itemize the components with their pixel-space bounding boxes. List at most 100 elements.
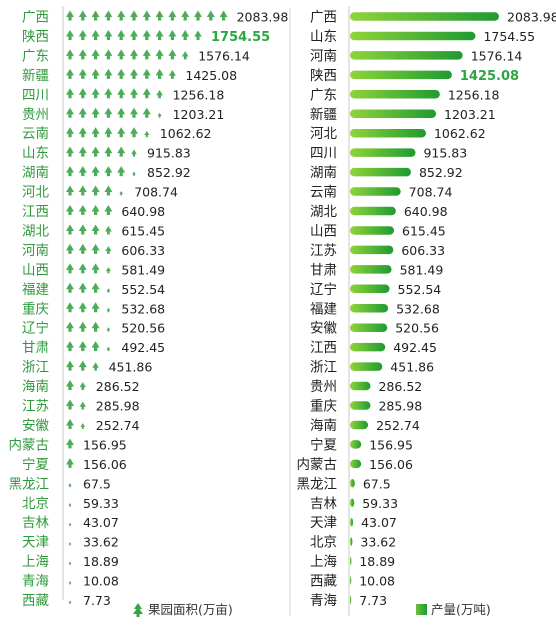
tree-icon [79, 283, 87, 293]
right-value-label: 7.73 [359, 593, 387, 608]
right-category-label: 西藏 [310, 574, 337, 590]
left-category-label: 辽宁 [22, 320, 49, 337]
tree-icon [181, 11, 189, 21]
production-bar [350, 440, 361, 449]
tree-icon [66, 166, 74, 176]
tree-icon [107, 327, 111, 332]
right-value-label: 852.92 [419, 165, 463, 180]
left-legend: 果园面积(万亩) [133, 602, 233, 617]
tree-icon [66, 205, 74, 215]
tree-icon [66, 361, 74, 371]
right-value-label: 532.68 [396, 301, 440, 316]
right-category-label: 宁夏 [310, 436, 337, 453]
tree-icon [69, 503, 72, 507]
tree-icon [79, 69, 87, 79]
tree-icon [92, 263, 100, 273]
tree-icon [79, 11, 87, 21]
right-category-label: 山东 [310, 29, 337, 45]
right-value-label: 1576.14 [471, 48, 523, 63]
left-category-label: 福建 [22, 282, 49, 298]
tree-icon [80, 382, 86, 390]
right-category-label: 辽宁 [310, 281, 337, 298]
left-value-label: 640.98 [121, 204, 165, 219]
right-category-label: 重庆 [310, 399, 337, 415]
tree-icon [117, 69, 125, 79]
tree-icon [143, 69, 151, 79]
production-row: 河南 1576.14 [310, 48, 522, 64]
tree-icon [156, 49, 164, 59]
left-category-label: 重庆 [22, 301, 49, 317]
tree-icon [104, 11, 112, 21]
tree-icon [133, 603, 143, 617]
tree-icon [107, 288, 111, 293]
production-row: 西藏 10.08 [310, 574, 395, 590]
production-row: 江苏 606.33 [310, 243, 445, 259]
left-category-label: 上海 [22, 554, 49, 570]
right-value-label: 1754.55 [483, 29, 535, 44]
right-category-label: 浙江 [310, 360, 337, 376]
production-bar [350, 32, 475, 41]
tree-icon [105, 246, 111, 254]
right-category-label: 河南 [310, 48, 337, 64]
tree-icon [80, 423, 85, 429]
tree-icon [156, 90, 163, 98]
tree-icon [92, 302, 100, 312]
tree-icon [79, 244, 87, 254]
tree-icon [66, 263, 74, 273]
tree-icon [66, 69, 74, 79]
tree-icon [104, 147, 112, 157]
tree-icon [68, 483, 71, 487]
right-value-label: 606.33 [401, 243, 445, 258]
left-category-label: 陕西 [22, 29, 49, 45]
tree-icon [131, 150, 137, 157]
right-category-label: 云南 [310, 185, 337, 201]
tree-icon [66, 302, 74, 312]
right-value-label: 43.07 [361, 515, 397, 530]
tree-icon [66, 283, 74, 293]
tree-icon [79, 302, 87, 312]
tree-icon [106, 267, 111, 273]
right-category-label: 新疆 [310, 107, 337, 123]
left-value-label: 451.86 [109, 360, 153, 375]
production-bar [350, 71, 452, 80]
left-value-label: 615.45 [121, 223, 165, 238]
right-value-label: 10.08 [359, 574, 395, 589]
right-category-label: 甘肃 [310, 262, 337, 278]
right-legend-label: 产量(万吨) [431, 602, 491, 617]
tree-icon [66, 127, 74, 137]
tree-icon [132, 172, 136, 177]
tree-icon [107, 308, 111, 313]
tree-icon [105, 226, 112, 234]
production-bar [350, 460, 361, 469]
tree-icon [117, 30, 125, 40]
tree-icon [79, 205, 87, 215]
production-bar [350, 304, 388, 313]
tree-icon [156, 30, 164, 40]
left-legend-label: 果园面积(万亩) [148, 602, 233, 617]
tree-icon [80, 402, 86, 410]
right-category-label: 江苏 [310, 243, 337, 259]
tree-icon [69, 523, 72, 527]
left-category-label: 宁夏 [22, 456, 49, 473]
